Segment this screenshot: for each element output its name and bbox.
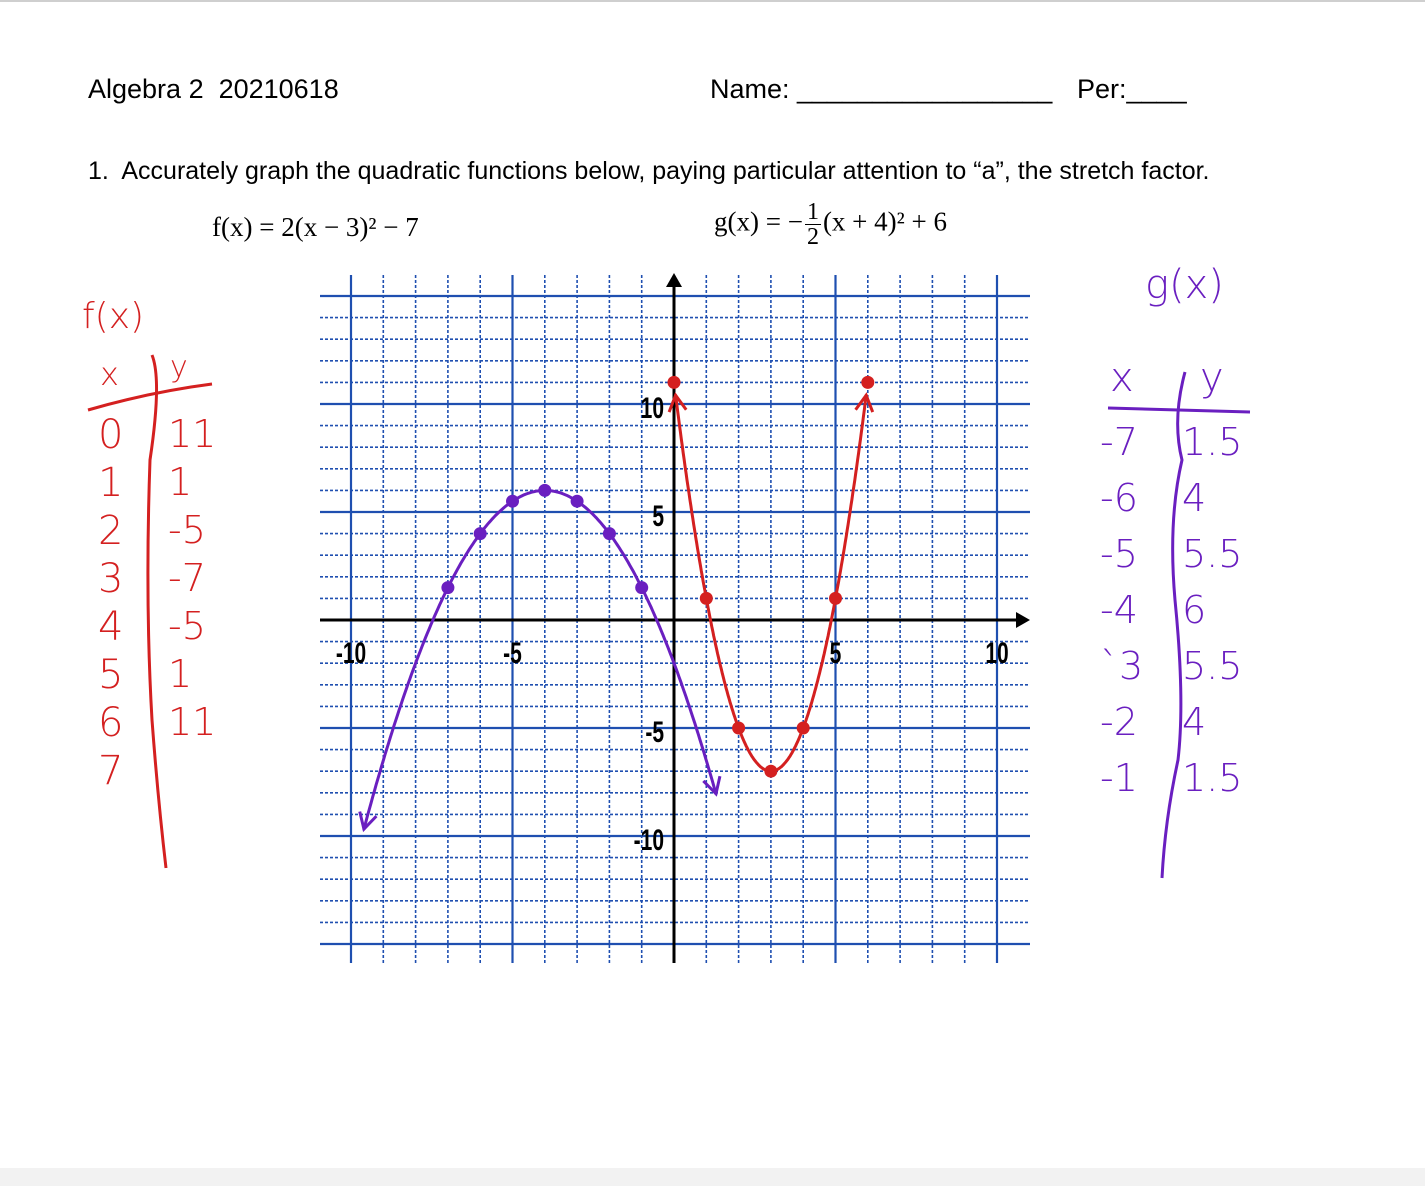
- f-table-x-header: x: [100, 355, 119, 393]
- question-number: 1.: [88, 157, 109, 185]
- f-table-x-cell: 7: [98, 748, 124, 794]
- f-table-y-cell: 11: [168, 412, 217, 456]
- f-table-x-cell: 1: [98, 460, 124, 506]
- x-tick-label: -10: [336, 638, 366, 670]
- g-table-y-cell: 5.5: [1182, 532, 1243, 576]
- g-table-y-cell: 1.5: [1182, 756, 1243, 800]
- f-table-x-cell: 2: [98, 508, 124, 554]
- g-table-y-header: y: [1200, 355, 1224, 401]
- g-point: [570, 494, 584, 508]
- f-table-x-cell: 0: [98, 412, 124, 458]
- question-1: 1. Accurately graph the quadratic functi…: [88, 157, 1210, 186]
- question-text: Accurately graph the quadratic functions…: [121, 157, 1210, 185]
- g-equation-rhs: (x + 4)² + 6: [822, 206, 947, 237]
- f-point: [667, 375, 681, 389]
- f-point: [699, 591, 713, 605]
- f-table-x-cell: 4: [98, 604, 124, 650]
- g-table-x-cell: -7: [1100, 420, 1138, 464]
- f-table-y-cell: -7: [168, 556, 206, 600]
- f-point: [764, 764, 778, 778]
- f-equation: f(x) = 2(x − 3)² − 7: [212, 212, 419, 242]
- f-table-x-cell: 6: [98, 700, 124, 746]
- g-point: [602, 527, 616, 541]
- g-point: [538, 483, 552, 497]
- g-arrow-left-icon: [358, 811, 378, 833]
- g-table-x-cell: -1: [1100, 756, 1138, 800]
- course-title: Algebra 2 20210618: [88, 74, 339, 104]
- x-axis-arrow-icon: [1016, 612, 1030, 628]
- g-fraction-num: 1: [804, 199, 821, 225]
- f-point: [829, 591, 842, 605]
- g-table-y-cell: 6: [1182, 588, 1207, 632]
- f-arrow-left-icon: [667, 392, 688, 413]
- g-point: [473, 527, 487, 541]
- g-table-title: g(x): [1145, 262, 1224, 308]
- g-table-x-cell: `3: [1100, 644, 1144, 688]
- g-table-x-cell: -5: [1100, 532, 1138, 576]
- g-point: [506, 494, 519, 508]
- g-table-y-cell: 1.5: [1182, 420, 1243, 464]
- x-tick-label: 5: [830, 638, 842, 670]
- g-table-x-cell: -6: [1100, 476, 1138, 520]
- g-table-x-cell: -4: [1100, 588, 1138, 632]
- y-axis-arrow-icon: [666, 273, 682, 287]
- x-tick-label: -5: [503, 638, 522, 670]
- f-table-y-cell: 1: [168, 652, 193, 696]
- f-table-hline: [87, 382, 213, 412]
- f-point: [796, 721, 810, 735]
- g-table-y-cell: 5.5: [1182, 644, 1243, 688]
- y-tick-label: 10: [641, 393, 664, 425]
- g-point: [441, 581, 455, 595]
- g-arrow-right-icon: [702, 775, 722, 797]
- f-table-y-cell: -5: [168, 604, 206, 648]
- f-table-y-cell: 11: [168, 700, 217, 744]
- f-table-x-cell: 5: [98, 652, 124, 698]
- g-fraction-den: 2: [806, 224, 819, 250]
- g-table-y-cell: 4: [1182, 476, 1207, 520]
- x-tick-label: 10: [985, 638, 1008, 670]
- g-equation: g(x) = −1 2 (x + 4)² + 6: [714, 200, 947, 249]
- period-field: Per:____: [1077, 74, 1187, 104]
- f-table-y-header: y: [170, 350, 188, 385]
- g-table-y-cell: 4: [1182, 700, 1207, 744]
- g-curve: [362, 488, 718, 831]
- g-point: [635, 581, 649, 595]
- f-table-title: f(x): [82, 296, 145, 337]
- g-table-vline: [1160, 371, 1187, 879]
- g-table-x-header: x: [1110, 355, 1134, 401]
- name-field: Name: _________________: [710, 74, 1053, 104]
- f-point: [861, 375, 875, 389]
- f-table-x-cell: 3: [98, 556, 124, 602]
- top-border: [0, 0, 1425, 2]
- y-tick-label: -5: [645, 717, 664, 749]
- bottom-bar: [0, 1168, 1425, 1186]
- y-tick-label: 5: [652, 501, 664, 533]
- g-equation-lhs: g(x) = −: [714, 206, 803, 237]
- f-arrow-right-icon: [854, 392, 875, 413]
- g-table-x-cell: -2: [1100, 700, 1138, 744]
- f-table-y-cell: 1: [168, 460, 193, 504]
- f-table-y-cell: -5: [168, 508, 206, 552]
- f-table-vline: [146, 354, 168, 869]
- y-tick-label: -10: [634, 825, 664, 857]
- f-point: [732, 721, 746, 735]
